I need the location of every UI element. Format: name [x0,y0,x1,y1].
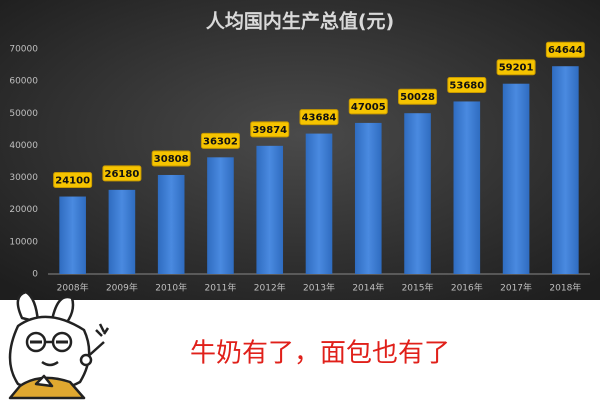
y-tick-label: 0 [32,270,38,280]
value-label-text: 64644 [548,45,583,56]
x-tick-label: 2018年 [549,282,581,294]
value-label-box [447,76,487,93]
x-tick-label: 2017年 [500,282,532,294]
value-label: 43684 [299,109,339,126]
value-label-box [545,41,585,58]
x-tick-label: 2014年 [352,282,384,294]
value-label: 64644 [545,41,585,58]
value-label-text: 59201 [499,63,534,74]
value-label: 36302 [200,132,240,149]
bar [157,174,185,274]
x-tick-label: 2011年 [205,282,237,294]
value-label: 24100 [53,172,93,189]
y-tick-label: 50000 [9,109,38,119]
y-tick-label: 10000 [9,237,38,247]
bar [108,189,136,274]
bar [552,66,579,274]
bar [453,101,481,274]
x-tick-label: 2016年 [451,282,483,294]
y-tick-label: 60000 [9,77,38,87]
value-label-text: 26180 [105,169,140,180]
bar [207,157,234,274]
x-tick-label: 2015年 [402,282,434,294]
value-label-box [398,88,438,105]
value-label-box [348,98,388,115]
value-label-box [151,150,191,167]
bar [404,113,431,275]
value-label-box [299,109,339,126]
x-tick-label: 2010年 [155,282,187,294]
bar [354,122,382,274]
bar [502,83,530,274]
x-tick-label: 2009年 [106,282,138,294]
chart-title: 人均国内生产总值(元) [206,10,394,33]
x-tick-label: 2013年 [303,282,335,294]
value-label-text: 24100 [55,176,90,187]
value-label-text: 47005 [351,102,386,113]
bar [256,145,284,274]
value-label: 59201 [496,59,536,76]
value-label: 39874 [250,121,290,138]
value-label-box [496,59,536,76]
value-label-box [53,172,93,189]
bar [305,133,333,274]
value-label-text: 50028 [400,92,435,103]
y-tick-label: 70000 [9,45,38,55]
y-tick-label: 40000 [9,141,38,151]
plot: 0 10000 20000 30000 40000 50000 60000 70000 2008… [9,41,585,294]
y-tick-label: 30000 [9,173,38,183]
value-label-box [102,165,142,182]
rabbit-illustration [8,290,110,400]
value-label: 26180 [102,165,142,182]
value-label-box [250,121,290,138]
value-label: 50028 [398,88,438,105]
bar [59,196,86,274]
x-tick-label: 2008年 [57,282,89,294]
value-label-text: 30808 [154,154,189,165]
value-label: 53680 [447,76,487,93]
caption: 牛奶有了，面包也有了 [190,339,450,369]
value-label-text: 53680 [449,80,484,91]
value-label-text: 43684 [302,113,337,124]
x-tick-label: 2012年 [254,282,286,294]
value-label: 30808 [151,150,191,167]
value-label-text: 39874 [252,125,287,136]
chart-background [0,0,600,300]
value-label-text: 36302 [203,136,238,147]
value-label-box [200,132,240,149]
y-tick-label: 20000 [9,205,38,215]
value-label: 47005 [348,98,388,115]
